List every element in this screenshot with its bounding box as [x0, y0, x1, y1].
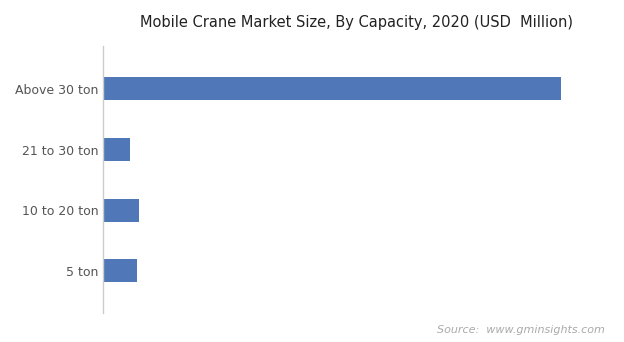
Bar: [103, 138, 130, 161]
Bar: [103, 77, 561, 101]
Text: Source:  www.gminsights.com: Source: www.gminsights.com: [437, 325, 605, 335]
Bar: [103, 259, 137, 282]
Title: Mobile Crane Market Size, By Capacity, 2020 (USD  Million): Mobile Crane Market Size, By Capacity, 2…: [140, 15, 573, 30]
Bar: [103, 199, 140, 222]
